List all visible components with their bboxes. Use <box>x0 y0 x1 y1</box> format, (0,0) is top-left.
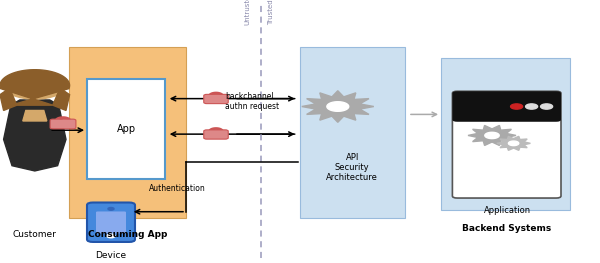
Text: Customer: Customer <box>13 230 57 239</box>
FancyBboxPatch shape <box>87 203 135 242</box>
Text: Device: Device <box>95 251 127 260</box>
Circle shape <box>108 208 114 210</box>
Text: Consuming App: Consuming App <box>88 230 167 239</box>
Polygon shape <box>0 88 17 110</box>
Circle shape <box>4 72 66 99</box>
Circle shape <box>511 104 523 109</box>
Circle shape <box>526 104 538 109</box>
Polygon shape <box>0 70 70 105</box>
FancyBboxPatch shape <box>96 211 126 234</box>
Text: Authentication: Authentication <box>149 184 205 193</box>
Polygon shape <box>468 125 516 145</box>
FancyBboxPatch shape <box>300 47 405 218</box>
Text: Trusted: Trusted <box>268 0 274 25</box>
FancyBboxPatch shape <box>204 94 228 104</box>
FancyBboxPatch shape <box>452 91 561 198</box>
Text: Untrusted: Untrusted <box>245 0 251 25</box>
Polygon shape <box>302 91 374 122</box>
FancyBboxPatch shape <box>50 119 76 129</box>
Text: App: App <box>116 124 136 134</box>
FancyBboxPatch shape <box>452 91 561 122</box>
FancyBboxPatch shape <box>441 58 570 210</box>
Text: Application: Application <box>484 206 530 215</box>
FancyBboxPatch shape <box>69 47 186 218</box>
Polygon shape <box>53 88 70 110</box>
Text: API
Security
Architecture: API Security Architecture <box>326 153 378 182</box>
Polygon shape <box>327 102 349 111</box>
Text: backchannel
authn request: backchannel authn request <box>225 92 279 111</box>
FancyBboxPatch shape <box>87 79 165 179</box>
Circle shape <box>107 234 115 238</box>
Polygon shape <box>485 132 499 139</box>
Polygon shape <box>4 100 66 171</box>
Polygon shape <box>23 110 47 121</box>
Polygon shape <box>508 141 519 146</box>
Circle shape <box>541 104 553 109</box>
Bar <box>457 93 556 120</box>
Text: Backend Systems: Backend Systems <box>463 224 551 234</box>
Polygon shape <box>497 136 530 150</box>
FancyBboxPatch shape <box>204 130 228 139</box>
